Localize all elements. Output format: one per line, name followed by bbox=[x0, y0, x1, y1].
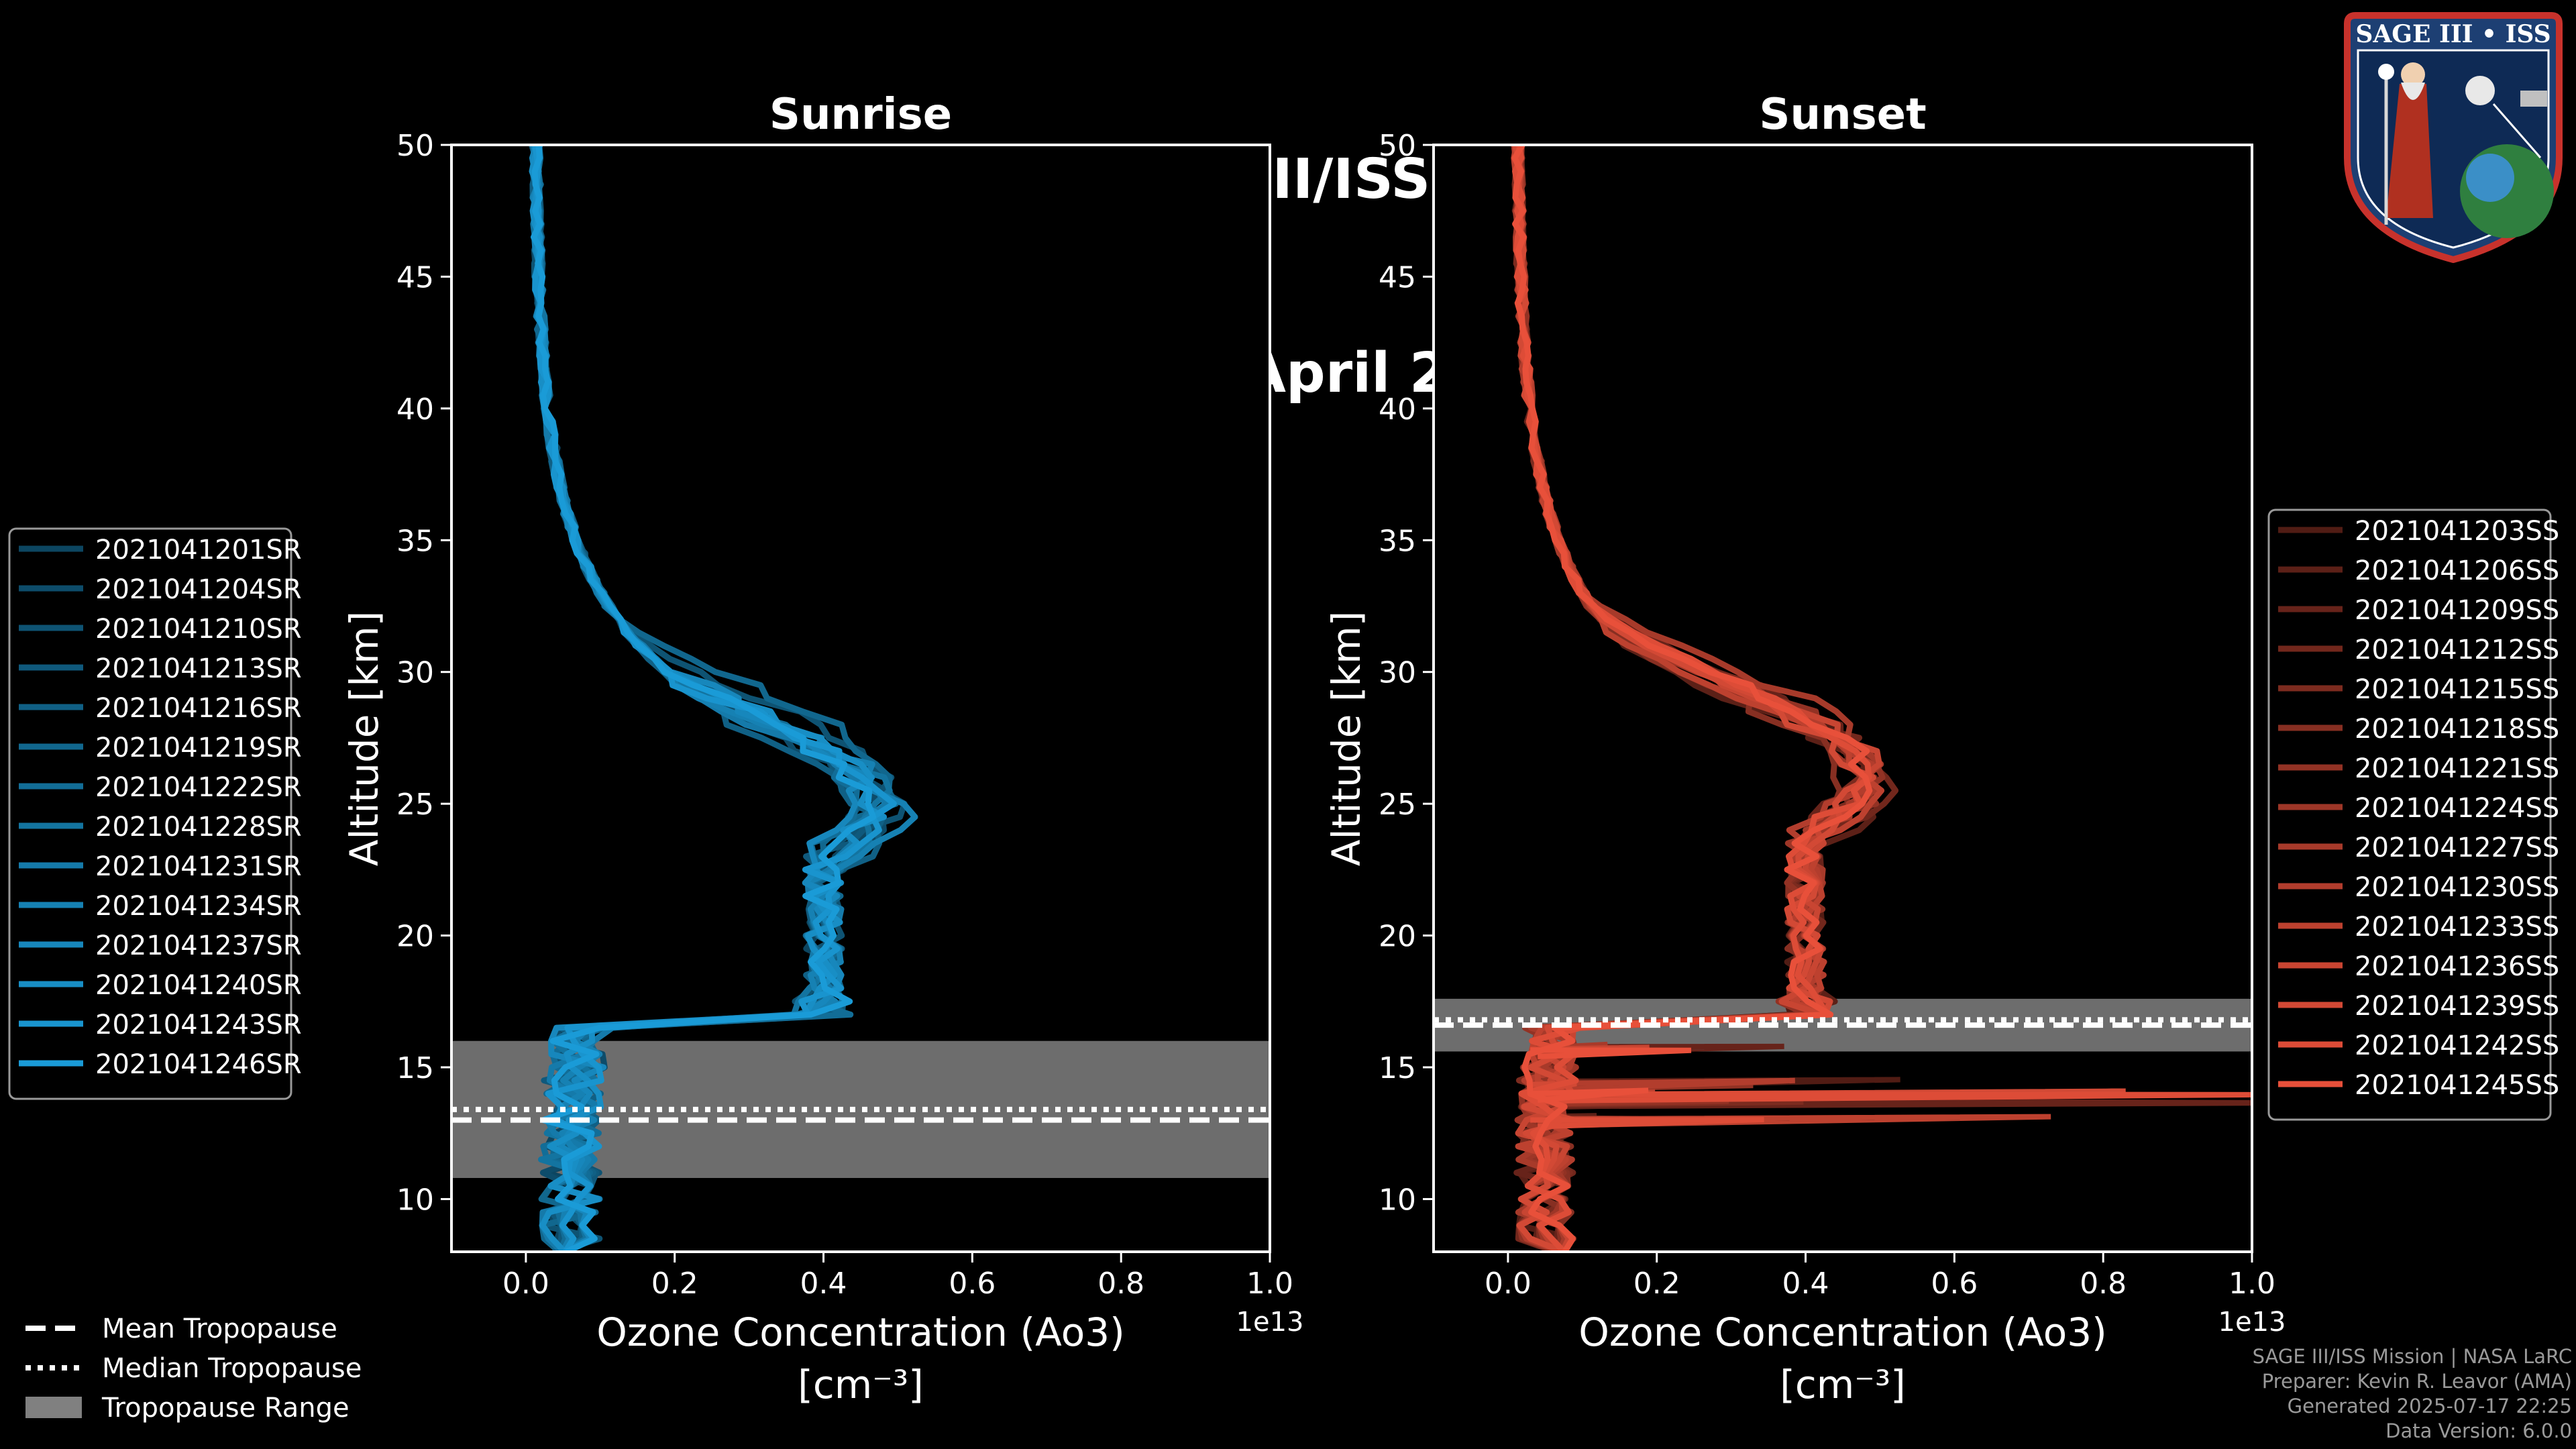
plot-inner bbox=[451, 145, 1270, 1252]
y-tick-label: 50 bbox=[396, 129, 434, 163]
legend-label: 2021041234SR bbox=[95, 891, 302, 922]
footer-line: SAGE III/ISS Mission | NASA LaRC bbox=[2252, 1345, 2572, 1368]
x-tick-label: 0.6 bbox=[949, 1267, 996, 1301]
legend-label: 2021041233SS bbox=[2355, 912, 2559, 943]
x-axis-label: Ozone Concentration (Ao3) bbox=[596, 1309, 1125, 1355]
y-tick-label: 10 bbox=[1379, 1183, 1416, 1217]
legend-label: 2021041236SS bbox=[2355, 951, 2559, 982]
y-tick-label: 15 bbox=[1379, 1051, 1416, 1085]
x-tick-label: 0.4 bbox=[1782, 1267, 1829, 1301]
y-tick-label: 40 bbox=[396, 392, 434, 427]
profile-spike bbox=[1530, 1087, 1649, 1104]
y-tick-label: 15 bbox=[396, 1051, 434, 1085]
legend-label: 2021041243SR bbox=[95, 1010, 302, 1040]
legend-label: 2021041204SR bbox=[95, 574, 302, 605]
y-tick-label: 20 bbox=[396, 920, 434, 954]
legend-label: 2021041218SS bbox=[2355, 714, 2559, 745]
badge-text: SAGE III • ISS bbox=[2355, 20, 2551, 48]
legend-label: 2021041227SS bbox=[2355, 833, 2559, 863]
legend-label: 2021041240SR bbox=[95, 970, 302, 1001]
x-offset-label: 1e13 bbox=[2218, 1307, 2286, 1338]
x-tick-label: 0.0 bbox=[1485, 1267, 1532, 1301]
profile-spike bbox=[1530, 1091, 2252, 1104]
key-legend-label: Tropopause Range bbox=[101, 1393, 350, 1424]
profile-spike bbox=[1530, 1077, 1795, 1093]
legend-label: 2021041215SS bbox=[2355, 674, 2559, 705]
x-tick-label: 0.6 bbox=[1931, 1267, 1978, 1301]
key-range-swatch bbox=[25, 1397, 82, 1418]
y-tick-label: 45 bbox=[1379, 260, 1416, 294]
footer-credits: SAGE III/ISS Mission | NASA LaRC Prepare… bbox=[2253, 1344, 2572, 1444]
x-tick-label: 0.4 bbox=[800, 1267, 847, 1301]
legend-label: 2021041210SR bbox=[95, 614, 302, 645]
legend-label: 2021041224SS bbox=[2355, 793, 2559, 824]
legend-label: 2021041239SS bbox=[2355, 991, 2559, 1022]
plot-frame bbox=[1432, 144, 2253, 1253]
legend-label: 2021041228SR bbox=[95, 812, 302, 843]
legend-label: 2021041213SR bbox=[95, 653, 302, 684]
sage-iss-badge: SAGE III • ISS bbox=[2339, 10, 2567, 265]
sunset-legend: 2021041203SS 2021041206SS 2021041209SS 2021… bbox=[2267, 508, 2559, 1121]
legend-label: 2021041245SS bbox=[2355, 1070, 2559, 1101]
legend-label: 2021041209SS bbox=[2355, 595, 2559, 626]
y-tick-label: 25 bbox=[1379, 788, 1416, 822]
legend-label: 2021041201SR bbox=[95, 535, 302, 566]
y-axis-label: Altitude [km] bbox=[341, 611, 387, 866]
key-legend-label: Mean Tropopause bbox=[102, 1313, 337, 1344]
key-legend-label: Median Tropopause bbox=[102, 1353, 362, 1384]
profile-spike bbox=[1530, 1117, 1764, 1130]
y-tick-label: 30 bbox=[396, 656, 434, 690]
y-axis-label: Altitude [km] bbox=[1324, 611, 1369, 866]
legend-label: 2021041222SR bbox=[95, 772, 302, 803]
y-tick-label: 35 bbox=[396, 524, 434, 558]
x-tick-label: 0.8 bbox=[2080, 1267, 2127, 1301]
x-axis-unit: [cm⁻³] bbox=[798, 1362, 924, 1407]
y-tick-label: 45 bbox=[396, 260, 434, 294]
legend-label: 2021041221SS bbox=[2355, 753, 2559, 784]
legend-label: 2021041230SS bbox=[2355, 872, 2559, 903]
legend-label: 2021041212SS bbox=[2355, 635, 2559, 665]
plot-frame bbox=[450, 144, 1271, 1253]
x-tick-label: 0.0 bbox=[502, 1267, 549, 1301]
footer-line: Preparer: Kevin R. Leavor (AMA) bbox=[2261, 1370, 2572, 1393]
x-tick-label: 1.0 bbox=[1246, 1267, 1293, 1301]
x-tick-label: 0.2 bbox=[1633, 1267, 1680, 1301]
legend-label: 2021041237SR bbox=[95, 930, 302, 961]
x-offset-label: 1e13 bbox=[1236, 1307, 1304, 1338]
x-axis-label: Ozone Concentration (Ao3) bbox=[1578, 1309, 2107, 1355]
legend-label: 2021041206SS bbox=[2355, 555, 2559, 586]
legend-label: 2021041242SS bbox=[2355, 1030, 2559, 1061]
plot-inner bbox=[1434, 145, 2252, 1252]
y-tick-label: 30 bbox=[1379, 656, 1416, 690]
y-tick-label: 50 bbox=[1379, 129, 1416, 163]
y-tick-label: 35 bbox=[1379, 524, 1416, 558]
profile-line bbox=[1511, 145, 1873, 1252]
sunrise-panel: 10 15 20 25 30 35 40 45 50 0.0 0.2 0.4 0.6 0.8 1.0 1e13… bbox=[341, 90, 1303, 1407]
sunrise-legend: 2021041201SR 2021041204SR 2021041210SR 2021… bbox=[8, 527, 302, 1100]
sunset-panel: 10 15 20 25 30 35 40 45 50 0.0 0.2 0.4 0.6 0.8 1.0 1e13… bbox=[1324, 90, 2286, 1407]
x-tick-label: 1.0 bbox=[2229, 1267, 2275, 1301]
x-axis-unit: [cm⁻³] bbox=[1780, 1362, 1906, 1407]
y-tick-label: 20 bbox=[1379, 920, 1416, 954]
y-tick-label: 40 bbox=[1379, 392, 1416, 427]
footer-line: Data Version: 6.0.0 bbox=[2385, 1419, 2572, 1442]
profile-line bbox=[531, 145, 877, 1252]
footer-line: Generated 2025-07-17 22:25 bbox=[2287, 1395, 2572, 1417]
legend-label: 2021041203SS bbox=[2355, 516, 2559, 547]
y-tick-label: 10 bbox=[396, 1183, 434, 1217]
legend-label: 2021041216SR bbox=[95, 693, 302, 724]
legend-label: 2021041219SR bbox=[95, 733, 302, 763]
legend-label: 2021041231SR bbox=[95, 851, 302, 882]
x-tick-label: 0.2 bbox=[651, 1267, 698, 1301]
y-tick-label: 25 bbox=[396, 788, 434, 822]
x-tick-label: 0.8 bbox=[1097, 1267, 1144, 1301]
profile-spike bbox=[1530, 1047, 1692, 1060]
panel-title: Sunset bbox=[1759, 90, 1926, 140]
legend-label: 2021041246SR bbox=[95, 1049, 302, 1080]
tropopause-key-legend: Mean Tropopause Median Tropopause Tropopau… bbox=[25, 1313, 362, 1424]
panel-title: Sunrise bbox=[769, 90, 952, 140]
profile-line bbox=[529, 145, 899, 1252]
legend-box bbox=[8, 527, 292, 1100]
